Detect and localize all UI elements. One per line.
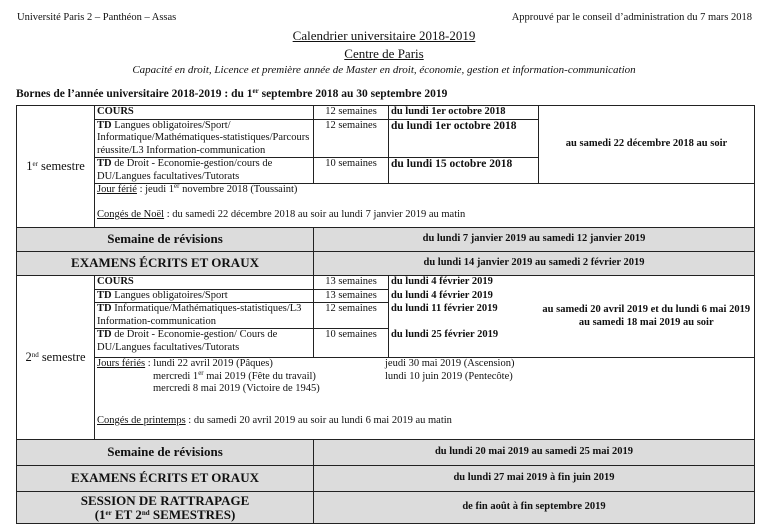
start-date: du lundi 15 octobre 2018: [388, 157, 539, 184]
resit-session-label: SESSION DE RATTRAPAGE (1er ET 2nd SEMEST…: [16, 491, 314, 524]
table-row: 1er semestre COURS 12 semaines du lundi …: [16, 105, 755, 228]
weeks: 13 semaines: [313, 275, 389, 290]
start-date: du lundi 25 février 2019: [388, 328, 539, 358]
weeks: 13 semaines: [313, 288, 389, 303]
table-row: Jours fériés : lundi 22 avril 2019 (Pâqu…: [17, 357, 755, 440]
exams-dates: du lundi 27 mai 2019 à fin juin 2019: [313, 465, 755, 492]
resit-session-dates: de fin août à fin septembre 2019: [313, 491, 755, 524]
semester-1-end: au samedi 22 décembre 2018 au soir: [538, 105, 755, 184]
semester-2-notes: Jours fériés : lundi 22 avril 2019 (Pâqu…: [94, 357, 755, 440]
course-type: TD de Droit - Economie-gestion/cours de …: [94, 157, 314, 184]
start-date: du lundi 11 février 2019: [388, 302, 539, 329]
course-type: TD Langues obligatoires/Sport/ Informati…: [94, 118, 314, 158]
document-subtitle: Centre de Paris: [344, 46, 424, 61]
start-date: du lundi 4 février 2019: [388, 275, 539, 289]
course-type: TD Langues obligatoires/Sport: [94, 288, 314, 303]
weeks: 12 semaines: [313, 302, 389, 329]
semester-2-end: au samedi 20 avril 2019 et du lundi 6 ma…: [538, 275, 755, 358]
document-title: Calendrier universitaire 2018-2019: [292, 28, 476, 43]
calendar-table: 1er semestre COURS 12 semaines du lundi …: [16, 105, 755, 524]
table-row: SESSION DE RATTRAPAGE (1er ET 2nd SEMEST…: [16, 491, 755, 524]
weeks: 10 semaines: [313, 328, 389, 358]
table-row: TD de Droit - Economie-gestion/cours de …: [17, 157, 755, 184]
table-row: 2nd semestre COURS 13 semaines du lundi …: [16, 275, 755, 440]
revision-week-label: Semaine de révisions: [16, 439, 314, 466]
table-row: Semaine de révisions du lundi 20 mai 201…: [16, 439, 755, 466]
revision-week-dates: du lundi 7 janvier 2019 au samedi 12 jan…: [313, 227, 755, 252]
semester-2-label: 2nd semestre: [16, 275, 95, 440]
revision-week-label: Semaine de révisions: [16, 227, 314, 252]
course-type: COURS: [94, 275, 314, 290]
start-date: du lundi 1er octobre 2018: [388, 118, 539, 158]
weeks: 12 semaines: [313, 118, 389, 158]
revision-week-dates: du lundi 20 mai 2019 au samedi 25 mai 20…: [313, 439, 755, 466]
exams-dates: du lundi 14 janvier 2019 au samedi 2 fév…: [313, 251, 755, 276]
table-row: Jour férié : jeudi 1er novembre 2018 (To…: [17, 183, 755, 228]
exams-label: EXAMENS ÉCRITS ET ORAUX: [16, 465, 314, 492]
table-row: Semaine de révisions du lundi 7 janvier …: [16, 227, 755, 252]
weeks: 12 semaines: [313, 105, 389, 120]
course-type: COURS: [94, 105, 314, 120]
table-row: TD Informatique/Mathématiques-statistiqu…: [17, 302, 755, 329]
year-bounds: Bornes de l’année universitaire 2018-201…: [16, 87, 448, 101]
course-type: TD Informatique/Mathématiques-statistiqu…: [94, 302, 314, 329]
semester-1-label: 1er semestre: [16, 105, 95, 228]
start-date: du lundi 1er octobre 2018: [388, 105, 539, 120]
university-name: Université Paris 2 – Panthéon – Assas: [17, 12, 177, 23]
table-row: EXAMENS ÉCRITS ET ORAUX du lundi 27 mai …: [16, 465, 755, 492]
course-type: TD de Droit - Economie-gestion/ Cours de…: [94, 328, 314, 358]
scope-description: Capacité en droit, Licence et première a…: [132, 64, 636, 76]
exams-label: EXAMENS ÉCRITS ET ORAUX: [16, 251, 314, 276]
table-row: EXAMENS ÉCRITS ET ORAUX du lundi 14 janv…: [16, 251, 755, 276]
table-row: TD Langues obligatoires/Sport 13 semaine…: [17, 288, 755, 303]
semester-1-notes: Jour férié : jeudi 1er novembre 2018 (To…: [94, 183, 755, 228]
approval-note: Approuvé par le conseil d’administration…: [511, 12, 752, 23]
weeks: 10 semaines: [313, 157, 389, 184]
start-date: du lundi 4 février 2019: [388, 289, 539, 303]
